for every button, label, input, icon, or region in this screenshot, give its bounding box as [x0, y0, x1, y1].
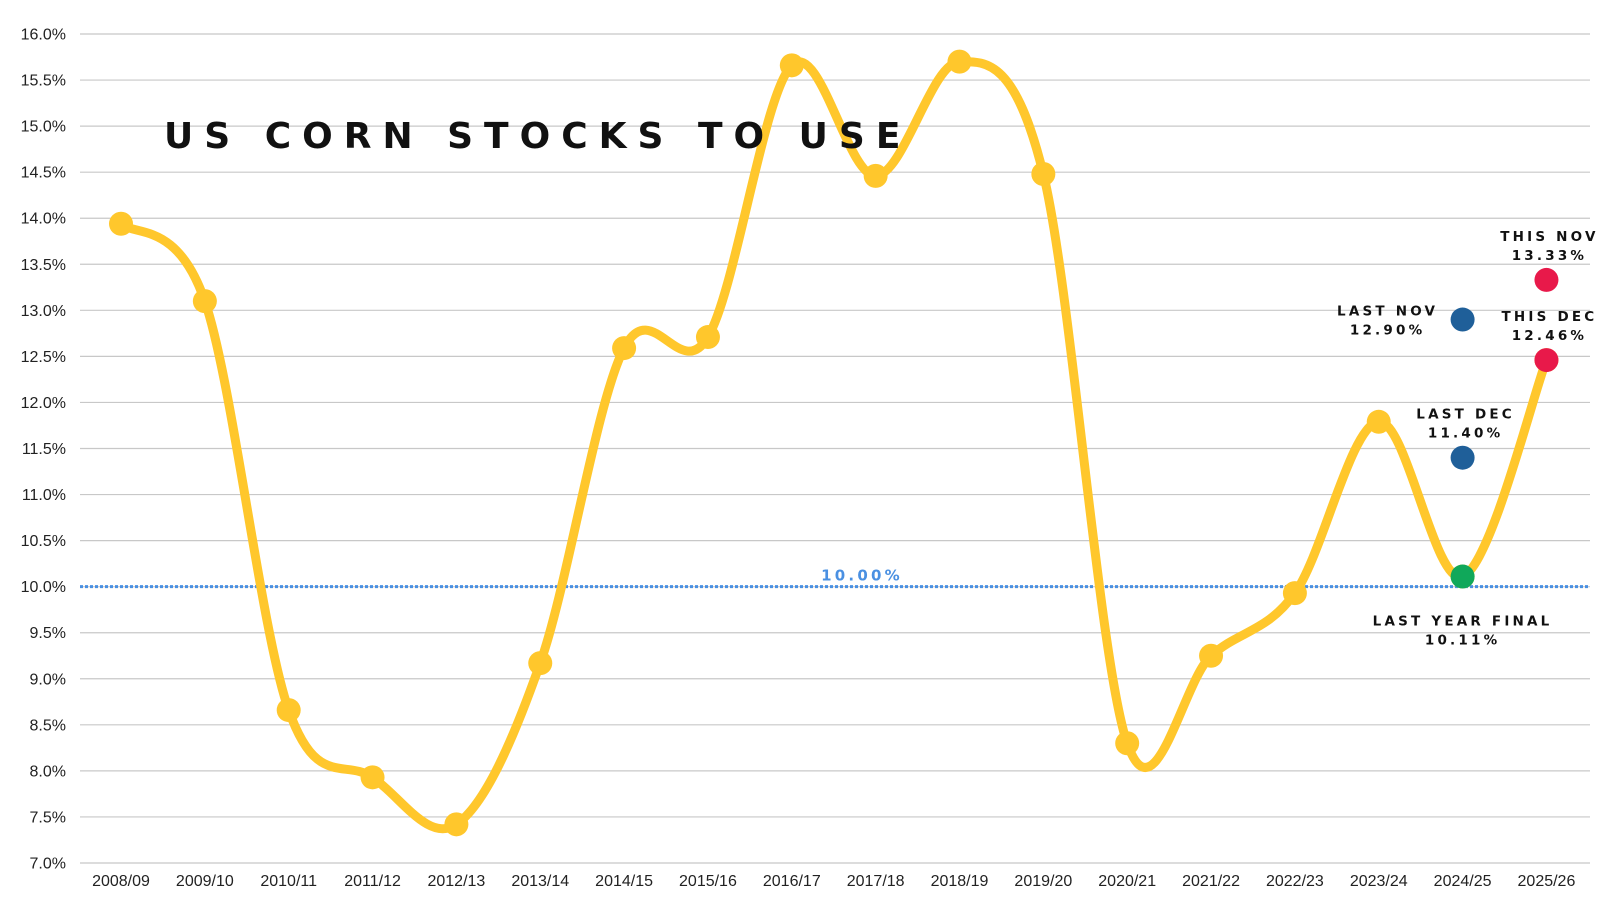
annotation-label: THIS DEC: [1502, 309, 1598, 325]
y-tick-label: 9.0%: [30, 671, 66, 688]
x-tick-label: 2011/12: [344, 873, 401, 890]
x-tick-label: 2013/14: [511, 873, 569, 890]
data-point: [695, 325, 720, 350]
x-tick-label: 2025/26: [1518, 873, 1576, 890]
y-tick-label: 13.5%: [21, 257, 66, 274]
data-point: [360, 765, 385, 790]
y-tick-label: 16.0%: [21, 27, 66, 44]
x-tick-label: 2018/19: [931, 873, 989, 890]
grid-lines: [80, 33, 1590, 864]
data-point: [1031, 162, 1056, 187]
annotation-label: LAST DEC: [1416, 407, 1515, 423]
annotation-label: LAST NOV: [1337, 304, 1438, 320]
y-tick-label: 8.5%: [30, 717, 66, 734]
y-axis-tick-labels: 7.0% 7.5% 8.0% 8.5% 9.0% 9.5% 10.0% 10.5% 11.0% 1…: [21, 27, 66, 873]
annotation-marker: [1534, 267, 1559, 292]
annotation-marker: [1450, 564, 1475, 589]
annotation-label: 12.90%: [1350, 323, 1425, 339]
x-tick-label: 2014/15: [595, 873, 653, 890]
data-point: [1199, 643, 1224, 668]
annotation-label: 11.40%: [1428, 426, 1503, 442]
y-tick-label: 14.5%: [21, 165, 66, 182]
x-tick-label: 2023/24: [1350, 873, 1408, 890]
chart-title: US CORN STOCKS TO USE: [164, 116, 911, 157]
x-tick-label: 2010/11: [260, 873, 317, 890]
data-point: [192, 289, 217, 314]
annotation-label: LAST YEAR FINAL: [1373, 614, 1553, 630]
x-tick-label: 2024/25: [1434, 873, 1492, 890]
x-tick-label: 2022/23: [1266, 873, 1324, 890]
data-point: [1115, 731, 1140, 756]
y-tick-label: 7.0%: [30, 856, 66, 873]
y-tick-label: 11.0%: [22, 487, 66, 504]
y-tick-label: 13.0%: [21, 303, 66, 320]
annotation-marker: [1450, 307, 1475, 332]
x-tick-label: 2015/16: [679, 873, 737, 890]
y-tick-label: 15.5%: [21, 73, 66, 90]
x-axis-tick-labels: 2008/09 2009/10 2010/11 2011/12 2012/13 2013/…: [92, 873, 1575, 890]
annotation-marker: [1450, 445, 1475, 470]
x-tick-label: 2009/10: [176, 873, 234, 890]
y-tick-label: 12.5%: [21, 349, 66, 366]
annotation-label: 13.33%: [1512, 248, 1587, 264]
annotation-label: 10.11%: [1425, 633, 1500, 649]
annotation-marker: [1534, 348, 1559, 373]
data-point: [863, 163, 888, 188]
series-line: [116, 57, 1551, 834]
data-point: [276, 698, 301, 723]
x-tick-label: 2017/18: [847, 873, 905, 890]
x-tick-label: 2020/21: [1098, 873, 1156, 890]
series-line-group: [109, 49, 1559, 837]
x-tick-label: 2019/20: [1014, 873, 1072, 890]
x-tick-label: 2021/22: [1182, 873, 1240, 890]
data-point: [528, 651, 553, 676]
data-point: [947, 49, 972, 74]
reference-line-group: 10.00%: [80, 567, 1590, 589]
y-tick-label: 15.0%: [21, 119, 66, 136]
data-point: [109, 211, 133, 236]
y-tick-label: 8.0%: [30, 763, 66, 780]
y-tick-label: 10.0%: [21, 579, 66, 596]
y-tick-label: 7.5%: [30, 809, 66, 826]
x-tick-label: 2012/13: [427, 873, 485, 890]
data-point: [444, 812, 469, 837]
data-point: [779, 53, 804, 78]
annotation-label: THIS NOV: [1500, 229, 1598, 245]
y-tick-label: 9.5%: [30, 625, 66, 642]
x-tick-label: 2016/17: [763, 873, 821, 890]
data-point: [612, 336, 637, 361]
x-tick-label: 2008/09: [92, 873, 150, 890]
annotation-group: LAST YEAR FINAL 10.11% LAST DEC 11.40% LAST …: [1337, 229, 1598, 649]
y-tick-label: 10.5%: [21, 533, 66, 550]
y-tick-label: 11.5%: [22, 441, 66, 458]
y-tick-label: 12.0%: [21, 395, 66, 412]
annotation-label: 12.46%: [1512, 328, 1587, 344]
y-tick-label: 14.0%: [21, 211, 66, 228]
data-point: [1282, 581, 1307, 606]
data-point: [1366, 409, 1391, 434]
reference-line-label: 10.00%: [821, 567, 903, 585]
